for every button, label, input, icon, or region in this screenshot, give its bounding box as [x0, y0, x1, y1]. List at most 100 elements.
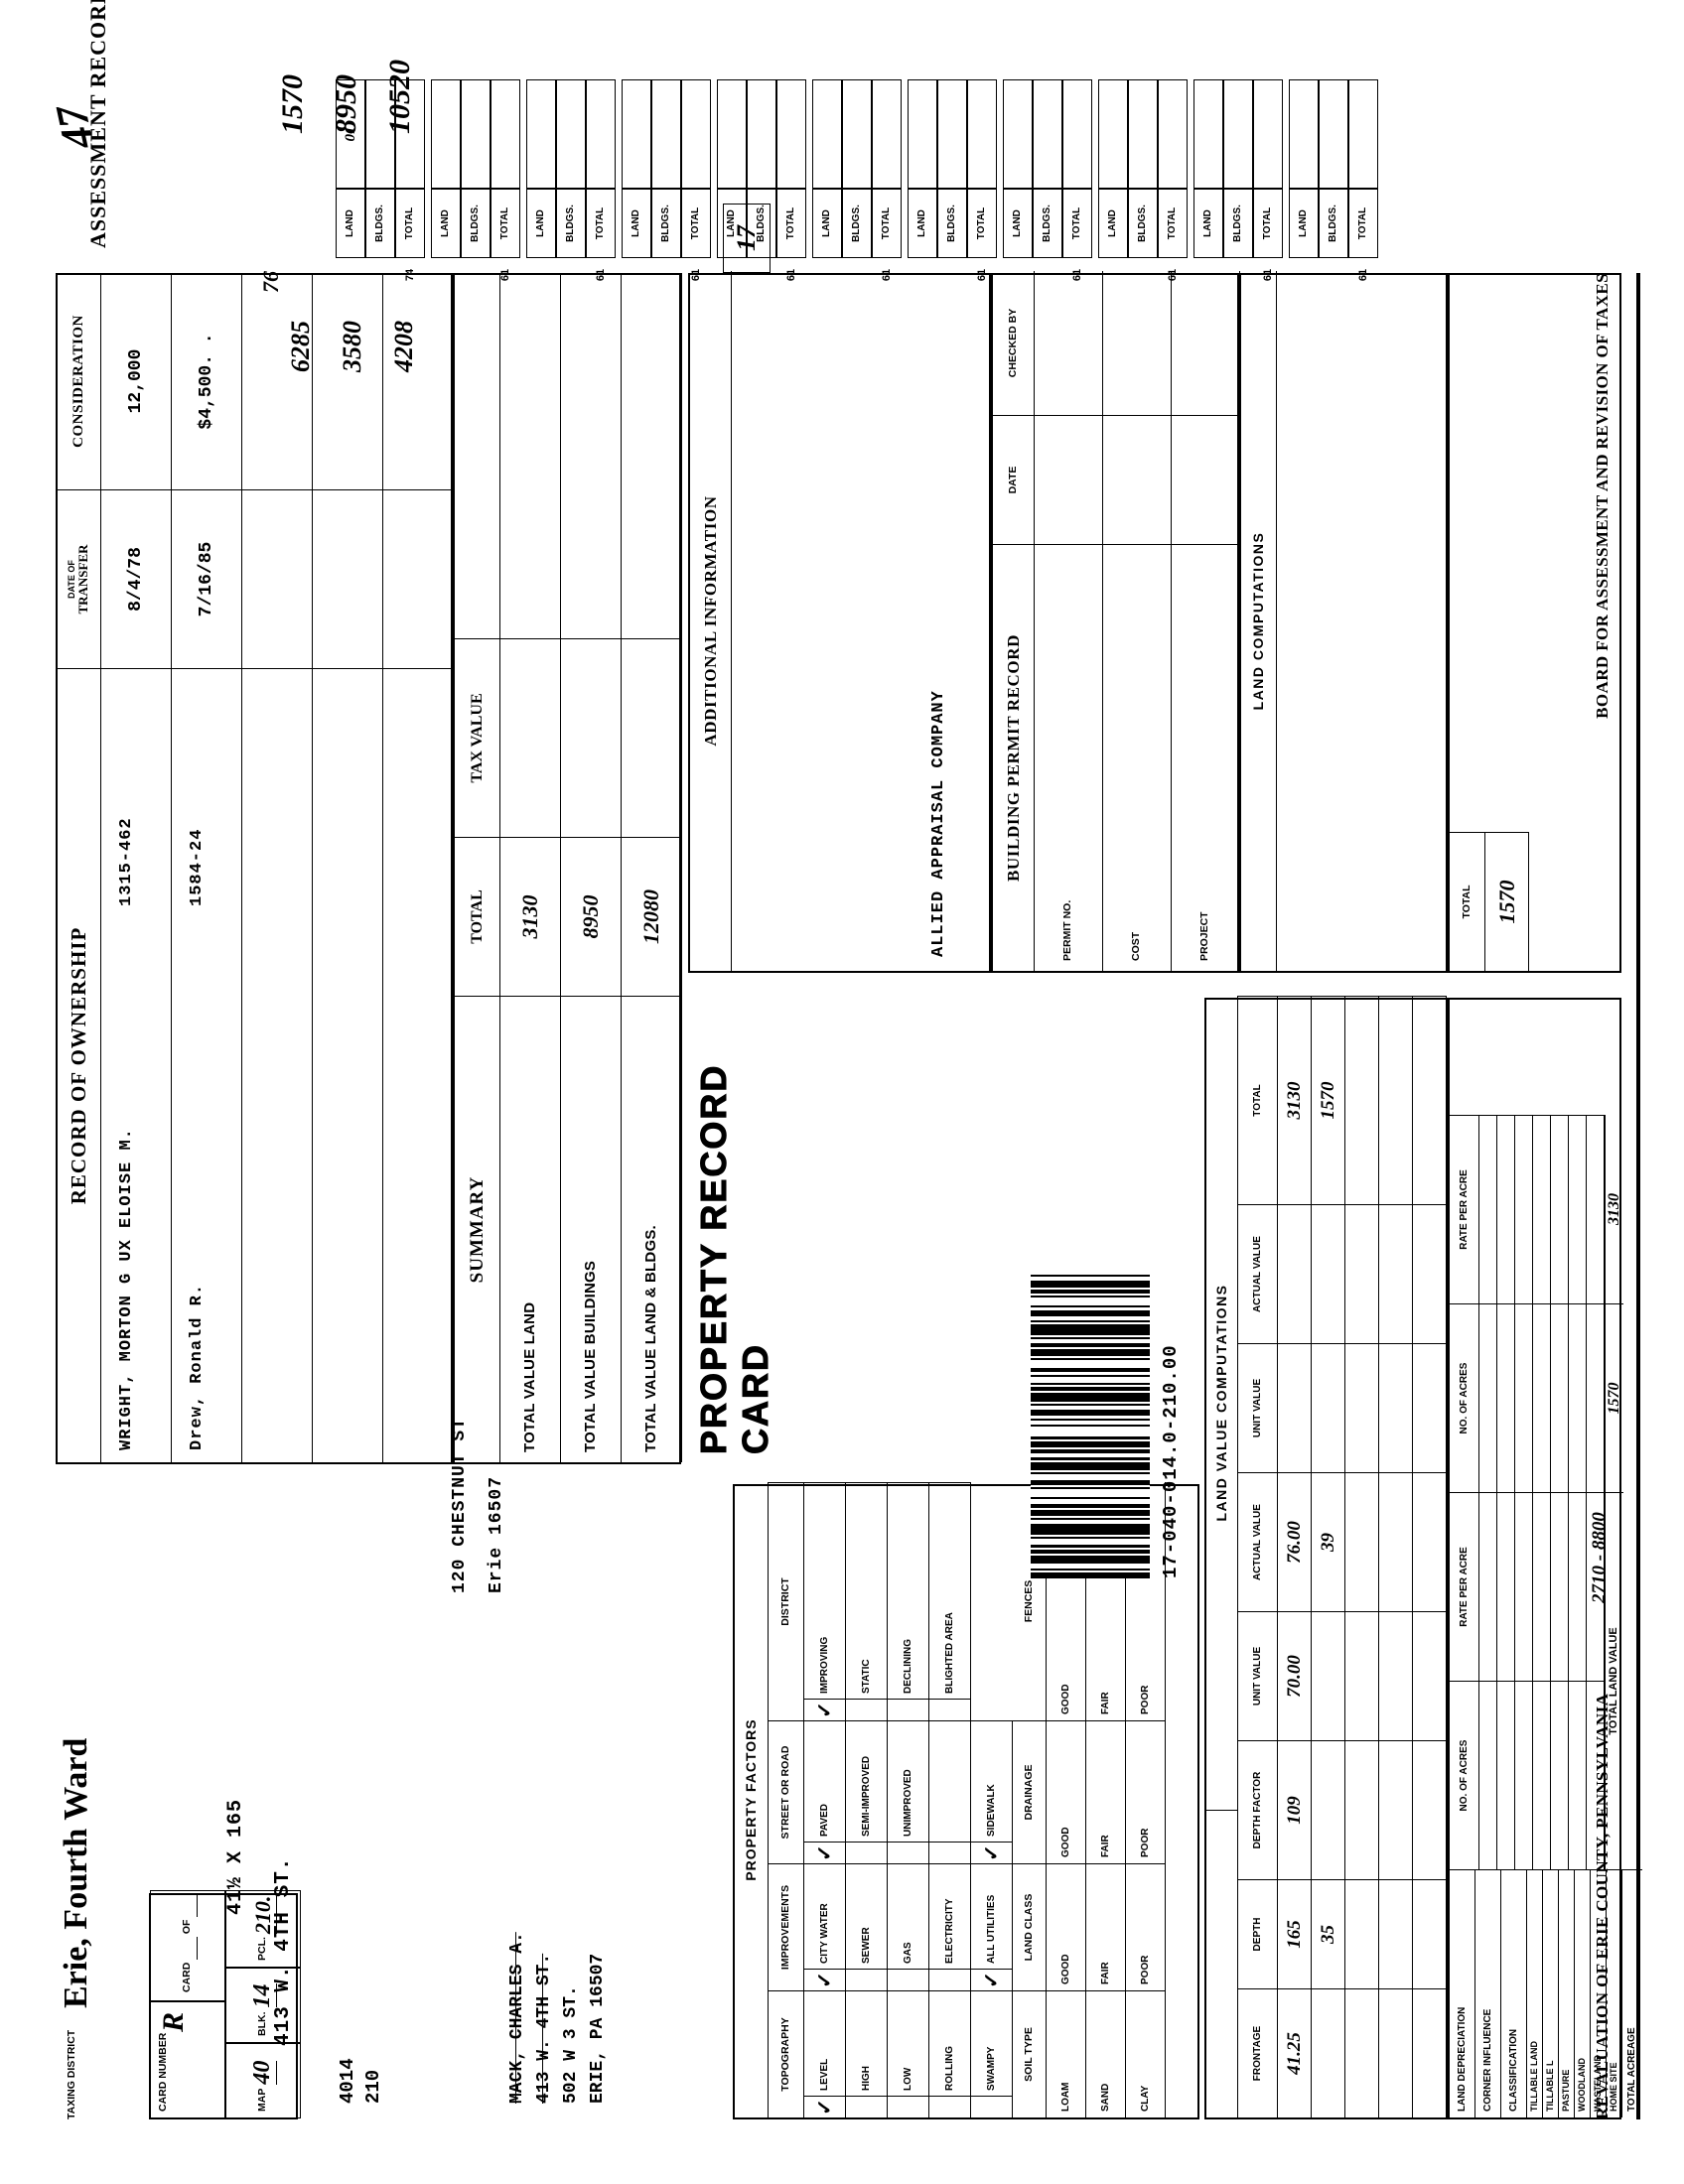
- lvc-cell[interactable]: [1345, 1472, 1379, 1611]
- lvc-cell[interactable]: [1379, 1879, 1413, 1988]
- acre-cell[interactable]: [1569, 1681, 1587, 1869]
- pf-option-label[interactable]: CITY WATER: [804, 1863, 846, 1969]
- assessment-land-value[interactable]: [1098, 79, 1128, 189]
- lvc-cell[interactable]: 3130: [1278, 996, 1312, 1204]
- lvc-cell[interactable]: 165: [1278, 1879, 1312, 1988]
- pf-option-label[interactable]: SIDEWALK: [971, 1720, 1013, 1842]
- summary-row-tax-value[interactable]: [561, 638, 622, 837]
- pf-checkbox[interactable]: [846, 1842, 888, 1863]
- assessment-total-value[interactable]: [872, 79, 902, 189]
- lvc-cell[interactable]: [1345, 1988, 1379, 2117]
- pf-option-label[interactable]: [929, 1720, 971, 1842]
- assessment-bldgs-value[interactable]: [556, 79, 586, 189]
- lvc-cell[interactable]: [1379, 1988, 1413, 2117]
- pf-checkbox[interactable]: [846, 1699, 888, 1720]
- ownership-consideration[interactable]: [313, 273, 383, 489]
- pf-land-class-option[interactable]: GOOD: [1047, 1863, 1086, 1990]
- assessment-land-value[interactable]: [1193, 79, 1223, 189]
- assessment-total-value[interactable]: [586, 79, 616, 189]
- ownership-name-cell[interactable]: [242, 668, 313, 1462]
- lvc-cell[interactable]: 76.00: [1278, 1472, 1312, 1611]
- assessment-total-value[interactable]: [681, 79, 711, 189]
- lvc-cell[interactable]: 41.25: [1278, 1988, 1312, 2117]
- assessment-bldgs-value[interactable]: [1033, 79, 1062, 189]
- lvc-cell[interactable]: 39: [1312, 1472, 1345, 1611]
- pf-option-label[interactable]: UNIMPROVED: [888, 1720, 929, 1842]
- pf-checkbox[interactable]: ✓: [804, 1699, 846, 1720]
- acre-cell[interactable]: [1515, 1492, 1533, 1681]
- acre-cell[interactable]: [1479, 1492, 1497, 1681]
- pf-option-label[interactable]: HIGH: [846, 1990, 888, 2096]
- lvc-cell[interactable]: [1345, 1740, 1379, 1879]
- summary-row-tax-value[interactable]: [622, 638, 682, 837]
- assessment-total-value[interactable]: [1348, 79, 1378, 189]
- pf-option-label[interactable]: SWAMPY: [971, 1990, 1013, 2096]
- ownership-consideration[interactable]: 12,000: [101, 273, 172, 489]
- pf-option-label[interactable]: LEVEL: [804, 1990, 846, 2096]
- pf-drainage-option[interactable]: GOOD: [1047, 1720, 1086, 1863]
- ownership-date[interactable]: [242, 489, 313, 668]
- acre-cell[interactable]: [1533, 1492, 1551, 1681]
- lvc-cell[interactable]: [1413, 1879, 1447, 1988]
- pf-option-label[interactable]: SEMI-IMPROVED: [846, 1720, 888, 1842]
- lvc-cell[interactable]: [1345, 1611, 1379, 1740]
- lvc-cell[interactable]: 1570: [1312, 996, 1345, 1204]
- pf-land-class-option[interactable]: POOR: [1126, 1863, 1166, 1990]
- classification-row[interactable]: TILLABLE L: [1543, 1869, 1559, 2117]
- summary-row-total[interactable]: 3130: [500, 837, 561, 996]
- pf-land-class-option[interactable]: FAIR: [1086, 1863, 1126, 1990]
- lvc-cell[interactable]: [1379, 1611, 1413, 1740]
- assessment-bldgs-value[interactable]: [1319, 79, 1348, 189]
- acre-cell[interactable]: [1569, 1115, 1587, 1303]
- pf-soil-option[interactable]: SAND: [1086, 1990, 1126, 2117]
- permit-row-checked-by[interactable]: [1035, 271, 1103, 415]
- assessment-land-value[interactable]: [1003, 79, 1033, 189]
- assessment-land-value[interactable]: [812, 79, 842, 189]
- lvc-cell[interactable]: [1345, 1879, 1379, 1988]
- assessment-land-value[interactable]: [717, 79, 747, 189]
- pf-checkbox[interactable]: [888, 1842, 929, 1863]
- acre-cell[interactable]: [1533, 1115, 1551, 1303]
- ownership-name-cell[interactable]: Drew, Ronald R. 1584-24: [172, 668, 242, 1462]
- assessment-total-value[interactable]: [1253, 79, 1283, 189]
- ownership-consideration[interactable]: [383, 273, 454, 489]
- pf-checkbox[interactable]: ✓: [804, 1842, 846, 1863]
- lvc-cell[interactable]: 109: [1278, 1740, 1312, 1879]
- lvc-cell[interactable]: [1312, 1204, 1345, 1343]
- acre-cell[interactable]: [1479, 1681, 1497, 1869]
- assessment-bldgs-value[interactable]: [842, 79, 872, 189]
- acre-cell[interactable]: [1533, 1681, 1551, 1869]
- pf-option-label[interactable]: BLIGHTED AREA: [929, 1482, 971, 1699]
- summary-row-total[interactable]: 12080: [622, 837, 682, 996]
- pf-option-label[interactable]: PAVED: [804, 1720, 846, 1842]
- pf-checkbox[interactable]: [929, 1699, 971, 1720]
- pf-checkbox[interactable]: [929, 2096, 971, 2117]
- assessment-total-value[interactable]: [491, 79, 520, 189]
- pf-checkbox[interactable]: [929, 1969, 971, 1990]
- ownership-name-cell[interactable]: [383, 668, 454, 1462]
- acre-cell[interactable]: [1497, 1303, 1515, 1492]
- ownership-date[interactable]: [313, 489, 383, 668]
- assessment-land-value[interactable]: [622, 79, 651, 189]
- assessment-total-value[interactable]: [1062, 79, 1092, 189]
- ownership-consideration[interactable]: $4,500. .: [172, 273, 242, 489]
- assessment-total-value[interactable]: [967, 79, 997, 189]
- pf-soil-option[interactable]: CLAY: [1126, 1990, 1166, 2117]
- lvc-cell[interactable]: [1413, 1204, 1447, 1343]
- lvc-cell[interactable]: [1312, 1740, 1345, 1879]
- lvc-cell[interactable]: [1413, 1472, 1447, 1611]
- lvc-cell[interactable]: [1345, 1343, 1379, 1472]
- assessment-bldgs-value[interactable]: [1223, 79, 1253, 189]
- pf-checkbox[interactable]: ✓: [971, 1969, 1013, 1990]
- pf-drainage-option[interactable]: FAIR: [1086, 1720, 1126, 1863]
- lvc-cell[interactable]: [1312, 1343, 1345, 1472]
- assessment-land-value[interactable]: [431, 79, 461, 189]
- lvc-cell[interactable]: 35: [1312, 1879, 1345, 1988]
- lvc-cell[interactable]: [1413, 996, 1447, 1204]
- lvc-cell[interactable]: [1379, 996, 1413, 1204]
- lvc-cell[interactable]: [1413, 1988, 1447, 2117]
- pf-checkbox[interactable]: [888, 1969, 929, 1990]
- ownership-name-cell[interactable]: [313, 668, 383, 1462]
- acre-cell[interactable]: [1551, 1681, 1569, 1869]
- pf-checkbox[interactable]: [888, 2096, 929, 2117]
